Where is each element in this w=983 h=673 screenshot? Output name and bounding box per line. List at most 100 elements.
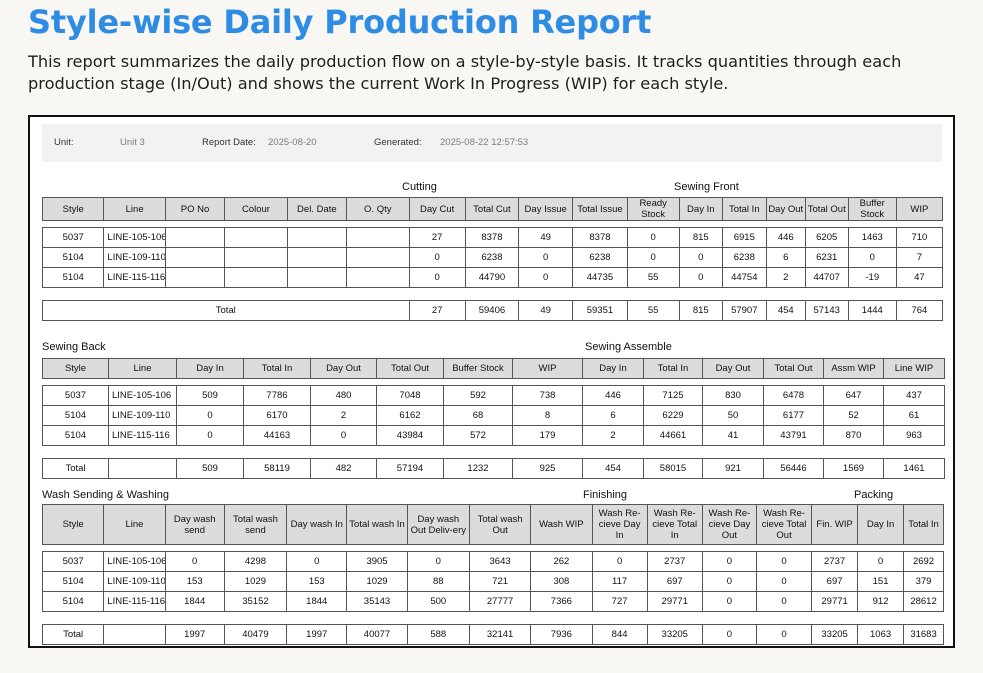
table-cell: 710 xyxy=(895,227,944,248)
table-cell xyxy=(346,227,410,248)
unit-value: Unit 3 xyxy=(120,137,145,148)
report-date-value: 2025-08-20 xyxy=(268,137,317,148)
table-cell: 88 xyxy=(406,571,470,592)
table-cell: 912 xyxy=(857,591,905,612)
table-cell: 3643 xyxy=(468,551,532,572)
table-cell: 8 xyxy=(512,405,583,426)
column-header: Day wash send xyxy=(164,504,225,545)
table-cell: 6177 xyxy=(763,405,824,426)
table-cell: 4298 xyxy=(223,551,288,572)
total-cell: 31683 xyxy=(903,624,944,645)
section-title-cutting: Cutting xyxy=(402,181,437,193)
total-cell: 764 xyxy=(895,300,944,321)
table-cell xyxy=(224,247,288,268)
total-cell: 588 xyxy=(406,624,470,645)
total-cell: 59406 xyxy=(464,300,520,321)
table-cell: 0 xyxy=(701,551,757,572)
total-cell: 57907 xyxy=(721,300,767,321)
table-cell: 1844 xyxy=(286,591,348,612)
total-cell: 40479 xyxy=(223,624,288,645)
table-cell: 592 xyxy=(443,385,513,406)
table-cell: 446 xyxy=(582,385,644,406)
table-row: 5037 LINE-105-106 509 7786 480 7048 592 738 446 7… xyxy=(42,385,945,406)
total-row: Total 509 58119 482 57194 1232 925 454 58015 921 5… xyxy=(42,458,945,479)
table-cell: 738 xyxy=(512,385,583,406)
total-cell: 454 xyxy=(765,300,806,321)
table-cell: 0 xyxy=(176,405,244,426)
column-header: Day Issue xyxy=(518,197,574,221)
table-cell: 0 xyxy=(847,247,897,268)
table-cell: 5037 xyxy=(42,385,109,406)
report-panel: Unit: Unit 3 Report Date: 2025-08-20 Gen… xyxy=(28,115,955,648)
table-cell: 721 xyxy=(468,571,532,592)
column-header: Assm WIP xyxy=(823,358,884,379)
table-cell: 308 xyxy=(530,571,593,592)
column-header: WIP xyxy=(512,358,583,379)
table-row: 5104 LINE-109-110 0 6238 0 6238 0 0 6238 6 6231 0 7 xyxy=(41,247,944,268)
total-cell: 55 xyxy=(626,300,680,321)
column-header: Wash Re-cieve Day Out xyxy=(701,504,757,545)
report-date-label: Report Date: xyxy=(202,137,256,148)
table-cell: 0 xyxy=(678,247,723,268)
table-cell xyxy=(164,247,226,268)
generated-label: Generated: xyxy=(374,137,422,148)
table-cell: 44735 xyxy=(572,267,628,288)
total-cell: 1232 xyxy=(443,458,513,479)
table-cell: LINE-105-106 xyxy=(103,551,166,572)
column-header: Line WIP xyxy=(883,358,945,379)
column-header: Total In xyxy=(903,504,944,545)
table-cell: 6238 xyxy=(572,247,628,268)
column-header: Day In xyxy=(857,504,905,545)
table-cell: 509 xyxy=(176,385,244,406)
total-row: Total 27 59406 49 59351 55 815 57907 454 57143 144… xyxy=(42,300,944,321)
column-header: O. Qty xyxy=(346,197,410,221)
total-cell: 1997 xyxy=(164,624,225,645)
total-cell: 509 xyxy=(176,458,244,479)
table-cell: 830 xyxy=(702,385,764,406)
total-cell: 57143 xyxy=(804,300,849,321)
column-header: Total Issue xyxy=(572,197,628,221)
column-header: Day wash Out Deliv-ery xyxy=(406,504,470,545)
table-cell: 44707 xyxy=(804,267,849,288)
table-cell: 0 xyxy=(310,425,377,446)
section-title-sewing-back: Sewing Back xyxy=(42,341,106,353)
table-row: 5104 LINE-109-110 0 6170 2 6162 68 8 6 6229 50 6177… xyxy=(42,405,945,426)
table-cell: 727 xyxy=(591,591,648,612)
total-cell: 1569 xyxy=(823,458,884,479)
total-cell: 56446 xyxy=(763,458,824,479)
wash-finishing-packing-table: Style Line Day wash send Total wash send Day… xyxy=(41,504,944,645)
total-cell: 27 xyxy=(408,300,466,321)
total-cell: 57194 xyxy=(376,458,444,479)
table-row: 5037 LINE-105-106 0 4298 0 3905 0 3643 262 0 2737 0… xyxy=(41,551,944,572)
unit-label: Unit: xyxy=(54,137,74,148)
column-header: Buffer Stock xyxy=(443,358,513,379)
table-cell: 6478 xyxy=(763,385,824,406)
page-title: Style-wise Daily Production Report xyxy=(28,3,652,41)
cutting-sewing-front-table: Style Line PO No Colour Del. Date O. Qty Day C… xyxy=(41,197,944,321)
table-cell: 0 xyxy=(857,551,905,572)
table-cell: 7366 xyxy=(530,591,593,612)
table-cell: 0 xyxy=(626,247,680,268)
table-cell: 0 xyxy=(286,551,348,572)
table-cell xyxy=(224,267,288,288)
total-label: Total xyxy=(42,458,109,479)
table-cell: 0 xyxy=(518,267,574,288)
column-header: Total wash Out xyxy=(468,504,532,545)
table-cell: 5104 xyxy=(42,405,109,426)
table-cell: 0 xyxy=(591,551,648,572)
table-cell: 2737 xyxy=(646,551,703,572)
table-cell: 117 xyxy=(591,571,648,592)
table-cell: 29771 xyxy=(811,591,859,612)
table-cell xyxy=(346,247,410,268)
page-description: This report summarizes the daily product… xyxy=(28,52,902,93)
table-cell xyxy=(286,267,348,288)
column-header: Total In xyxy=(643,358,703,379)
total-cell: 815 xyxy=(678,300,723,321)
table-cell: 500 xyxy=(406,591,470,612)
total-cell: 921 xyxy=(702,458,764,479)
column-header: Line xyxy=(103,504,166,545)
section-title-sewing-front: Sewing Front xyxy=(674,181,739,193)
column-header: Total Cut xyxy=(464,197,520,221)
table-cell: 1463 xyxy=(847,227,897,248)
column-header: Wash Re-cieve Total Out xyxy=(755,504,813,545)
